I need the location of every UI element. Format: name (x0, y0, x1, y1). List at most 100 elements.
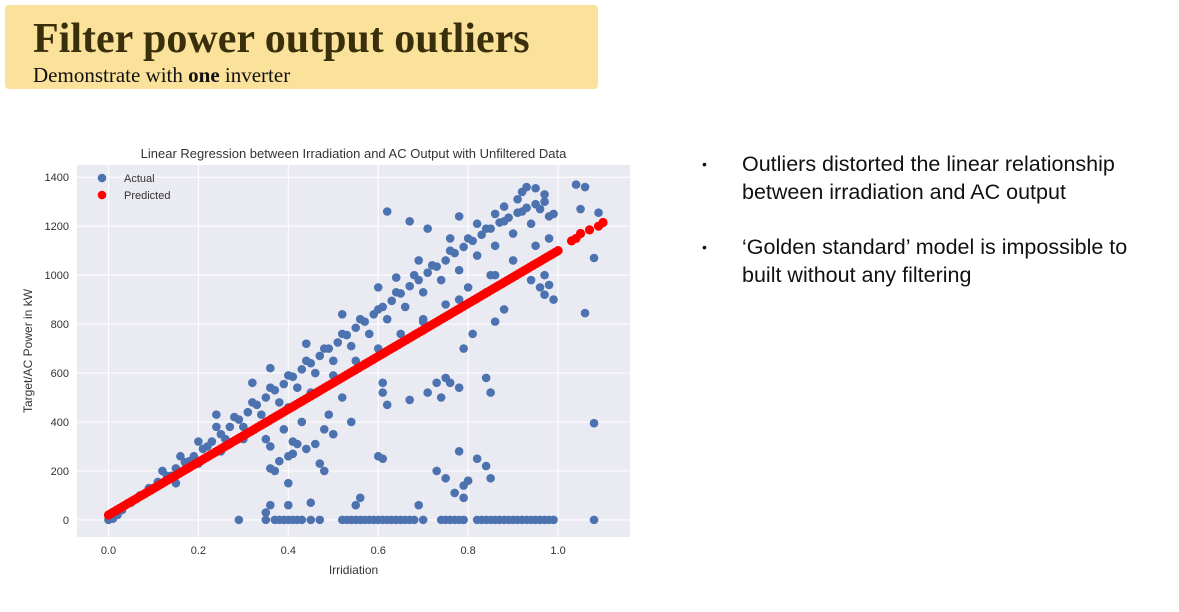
actual-point (310, 368, 320, 378)
actual-point (387, 296, 397, 306)
actual-point (441, 473, 450, 483)
actual-point (454, 265, 464, 275)
x-tick-label: 0.4 (281, 545, 296, 557)
actual-point (427, 261, 437, 270)
x-tick-label: 0.2 (191, 545, 206, 557)
bullet-item: • Outliers distorted the linear relations… (700, 150, 1170, 206)
x-tick-label: 0.0 (101, 545, 116, 557)
actual-point (225, 422, 235, 432)
bullet-list: • Outliers distorted the linear relations… (700, 150, 1170, 316)
actual-point (481, 461, 491, 471)
actual-point (450, 488, 459, 498)
actual-point (490, 209, 500, 219)
actual-point (540, 270, 549, 280)
actual-point (549, 295, 558, 304)
actual-point (337, 309, 347, 319)
actual-point (580, 308, 590, 318)
actual-point (261, 508, 271, 517)
actual-point (261, 434, 271, 444)
actual-point (580, 182, 590, 192)
actual-point (301, 356, 311, 366)
actual-point (279, 425, 289, 434)
actual-point (212, 410, 221, 419)
actual-point (432, 466, 441, 476)
actual-point (459, 515, 468, 525)
actual-point (405, 395, 414, 405)
actual-point (306, 498, 316, 508)
actual-point (230, 412, 239, 422)
actual-point (266, 383, 275, 393)
actual-point (508, 256, 518, 265)
actual-point (454, 295, 464, 304)
subtitle-bold: one (188, 63, 220, 87)
actual-point (328, 356, 338, 366)
actual-point (315, 351, 325, 361)
actual-point (288, 437, 298, 446)
actual-point (333, 338, 343, 347)
actual-point (346, 341, 356, 351)
actual-point (463, 234, 473, 243)
actual-point (355, 314, 365, 324)
actual-point (248, 398, 257, 407)
y-tick-label: 0 (63, 515, 69, 527)
actual-point (319, 466, 329, 476)
actual-point (396, 329, 406, 339)
actual-point (382, 314, 392, 324)
actual-point (297, 515, 307, 525)
actual-point (459, 493, 468, 503)
actual-point (490, 317, 500, 326)
actual-point (288, 449, 298, 459)
actual-point (297, 365, 307, 374)
bullet-text: Outliers distorted the linear relationsh… (742, 152, 1115, 204)
x-tick-label: 1.0 (550, 545, 565, 557)
bullet-text: ‘Golden standard’ model is impossible to… (742, 235, 1128, 287)
actual-point (463, 476, 473, 486)
actual-point (445, 378, 455, 388)
predicted-point (598, 217, 608, 228)
actual-point (301, 339, 311, 348)
actual-point (328, 429, 338, 439)
actual-point (490, 270, 500, 280)
y-axis-label: Target/AC Power in kW (21, 288, 35, 413)
actual-point (423, 224, 432, 233)
x-tick-label: 0.6 (371, 545, 386, 557)
actual-point (284, 500, 293, 510)
actual-point (535, 204, 545, 214)
actual-point (463, 283, 473, 292)
actual-point (257, 410, 266, 419)
legend-marker (97, 173, 107, 183)
actual-point (544, 234, 554, 243)
chart-title: Linear Regression between Irradiation an… (141, 146, 567, 161)
actual-point (418, 287, 428, 297)
x-tick-label: 0.8 (460, 545, 475, 557)
actual-point (270, 466, 280, 476)
actual-point (373, 283, 383, 292)
actual-point (499, 305, 509, 314)
predicted-point (553, 246, 563, 256)
actual-point (540, 190, 549, 199)
actual-point (409, 270, 419, 280)
actual-point (284, 478, 293, 488)
actual-point (472, 251, 482, 260)
actual-point (589, 515, 599, 525)
actual-point (261, 393, 271, 402)
actual-point (266, 442, 275, 451)
legend: Actual Predicted (97, 173, 170, 202)
legend-label: Actual (124, 173, 155, 185)
actual-point (540, 197, 549, 207)
actual-point (284, 371, 293, 380)
actual-point (436, 275, 446, 285)
actual-point (454, 383, 464, 393)
actual-point (346, 417, 356, 427)
actual-point (337, 393, 347, 402)
x-axis-label: Irridiation (329, 563, 378, 577)
actual-point (513, 194, 522, 204)
actual-point (468, 329, 477, 339)
actual-point (549, 515, 558, 525)
actual-point (391, 273, 401, 282)
actual-point (373, 305, 383, 314)
actual-point (355, 493, 365, 503)
actual-point (576, 204, 585, 214)
actual-point (351, 323, 361, 333)
actual-point (486, 473, 495, 483)
